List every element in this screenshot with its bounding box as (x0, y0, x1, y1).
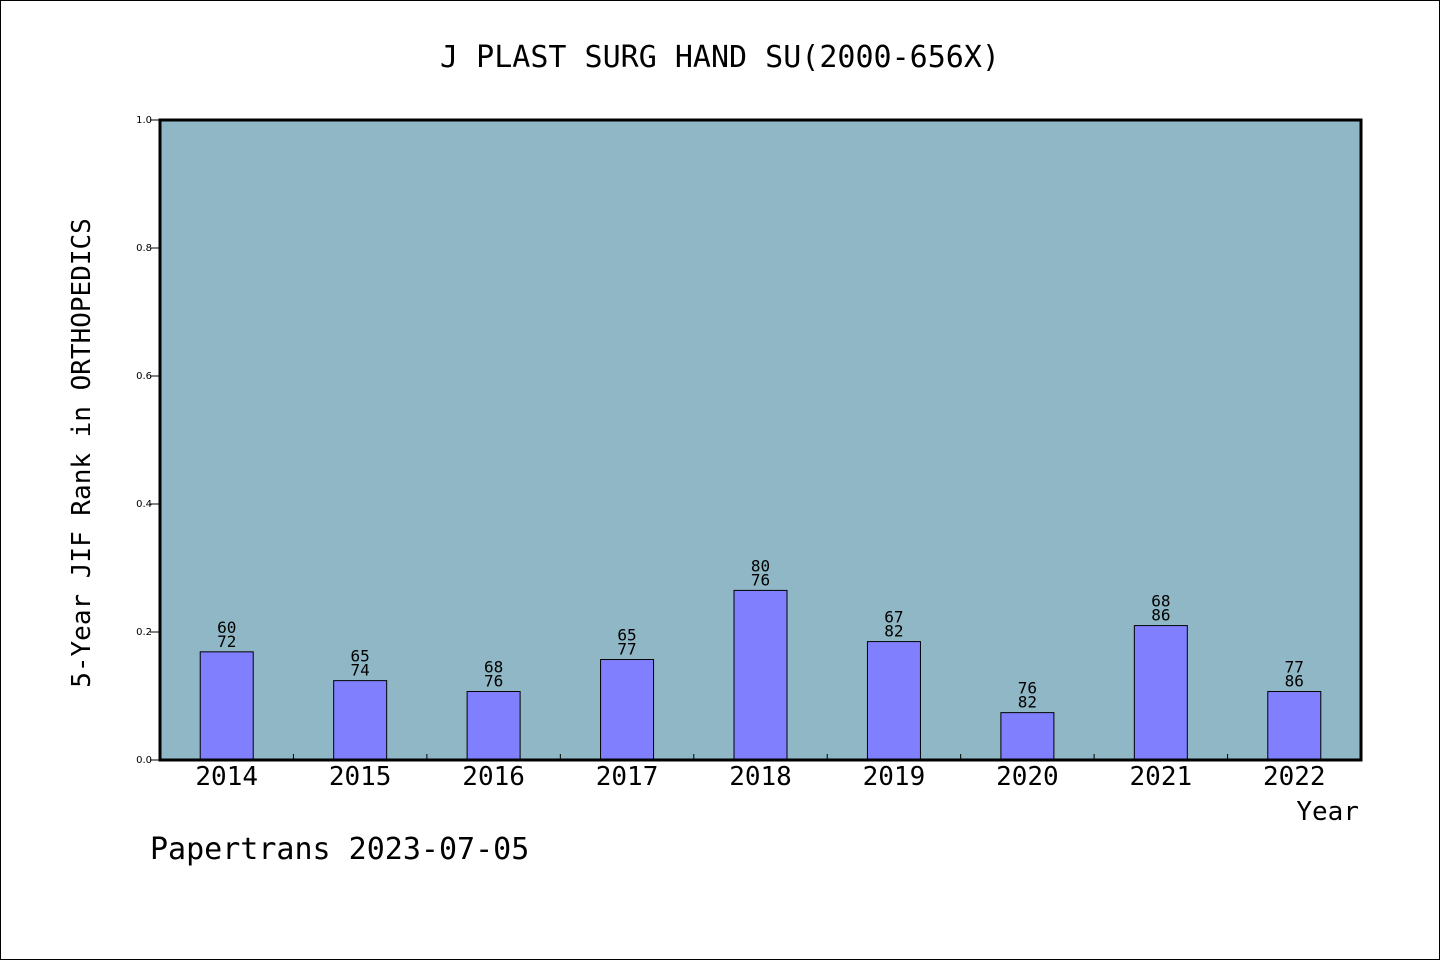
bar-label-total: 74 (351, 661, 370, 680)
bar-label-total: 86 (1151, 606, 1170, 625)
y-tick-label: 0.4 (136, 499, 152, 510)
bar-label-total: 82 (884, 622, 903, 641)
bar-2016 (466, 691, 521, 761)
x-tick-label: 2016 (462, 762, 525, 792)
x-tick-label: 2022 (1263, 762, 1326, 792)
y-tick-label: 0.0 (136, 755, 152, 766)
bar-label-rank: 76 (1018, 679, 1037, 698)
bar-label-total: 77 (617, 640, 636, 659)
bar-label-rank: 60 (217, 618, 236, 637)
plot-border (158, 118, 1363, 762)
x-tick-label: 2020 (996, 762, 1059, 792)
x-tick-label: 2019 (863, 762, 926, 792)
bar-2021 (1133, 625, 1188, 761)
bar-label-total: 82 (1018, 693, 1037, 712)
y-axis-ticks: 0.0 0.2 0.4 0.6 0.8 1.0 (136, 115, 160, 766)
x-tick-label: 2015 (329, 762, 392, 792)
bar-label-rank: 65 (617, 626, 636, 645)
y-tick-label: 1.0 (136, 115, 152, 126)
y-axis-label: 5-Year JIF Rank in ORTHOPEDICS (67, 218, 97, 688)
bar-2022 (1267, 691, 1322, 761)
bar-2017 (600, 659, 655, 761)
y-tick-label: 0.2 (136, 627, 152, 638)
x-tick-label: 2018 (729, 762, 792, 792)
bar-label-total: 76 (751, 570, 770, 589)
bar-2018 (733, 589, 788, 761)
footer-text: Papertrans 2023-07-05 (150, 832, 530, 867)
bar-label-rank: 68 (1151, 592, 1170, 611)
bar-2015 (333, 680, 388, 761)
y-tick-label: 0.6 (136, 371, 152, 382)
bar-2014 (199, 651, 254, 761)
bar-2019 (866, 641, 921, 761)
x-tick-label: 2014 (195, 762, 258, 792)
bar-label-total: 86 (1285, 672, 1304, 691)
bar-label-rank: 80 (751, 556, 770, 575)
bar-label-rank: 65 (351, 647, 370, 666)
x-tick-label: 2021 (1130, 762, 1193, 792)
bars-group (199, 589, 1322, 761)
y-tick-label: 0.8 (136, 243, 152, 254)
bar-label-total: 76 (484, 672, 503, 691)
x-axis-label: Year (1296, 797, 1359, 827)
bar-label-total: 72 (217, 632, 236, 651)
bar-2020 (1000, 712, 1055, 761)
chart-title: J PLAST SURG HAND SU(2000-656X) (440, 40, 1000, 75)
bar-label-rank: 67 (884, 608, 903, 627)
x-tick-label: 2017 (596, 762, 659, 792)
bar-label-rank: 68 (484, 658, 503, 677)
x-axis-ticks: 2014 2015 2016 2017 2018 2019 2020 2021 2022 (195, 754, 1326, 792)
bar-label-rank: 77 (1285, 658, 1304, 677)
